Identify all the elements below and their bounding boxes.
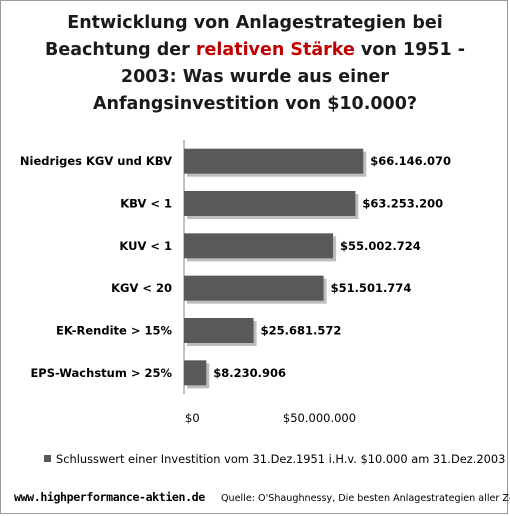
bar [184, 275, 324, 301]
x-tick-label: $50.000.000 [283, 411, 356, 425]
category-label: EK-Rendite > 15% [56, 324, 172, 338]
title-text-end: von 1951 - 2003: Was wurde aus einer Anf… [92, 40, 465, 114]
footer-source: Quelle: O'Shaughnessy, Die besten Anlage… [221, 493, 510, 504]
category-label: KBV < 1 [120, 197, 172, 211]
legend-swatch [44, 455, 51, 462]
bar [184, 191, 356, 216]
data-label: $8.230.906 [213, 366, 286, 380]
data-label: $63.253.200 [362, 197, 443, 211]
footer-url: www.highperformance-aktien.de [14, 490, 205, 504]
chart-title: Entwicklung von Anlagestrategien bei Bea… [40, 10, 470, 118]
x-tick-label: $0 [185, 411, 200, 425]
category-label: EPS-Wachstum > 25% [30, 366, 172, 380]
legend: Schlusswert einer Investition vom 31.Dez… [44, 452, 505, 466]
category-label: Niedriges KGV und KBV [20, 154, 172, 168]
legend-label: Schlusswert einer Investition vom 31.Dez… [56, 452, 506, 466]
title-highlight: relativen Stärke [195, 40, 355, 60]
bar [184, 233, 334, 259]
data-label: $51.501.774 [331, 281, 412, 295]
category-label: KGV < 20 [111, 281, 172, 295]
data-label: $25.681.572 [261, 324, 342, 338]
bar [184, 148, 364, 174]
bar [184, 360, 207, 386]
bar [184, 318, 254, 343]
category-label: KUV < 1 [119, 239, 172, 253]
data-label: $66.146.070 [370, 154, 451, 168]
data-label: $55.002.724 [340, 239, 421, 253]
title-text-start: Entwicklung von Anlagestrategien bei Bea… [45, 13, 443, 60]
